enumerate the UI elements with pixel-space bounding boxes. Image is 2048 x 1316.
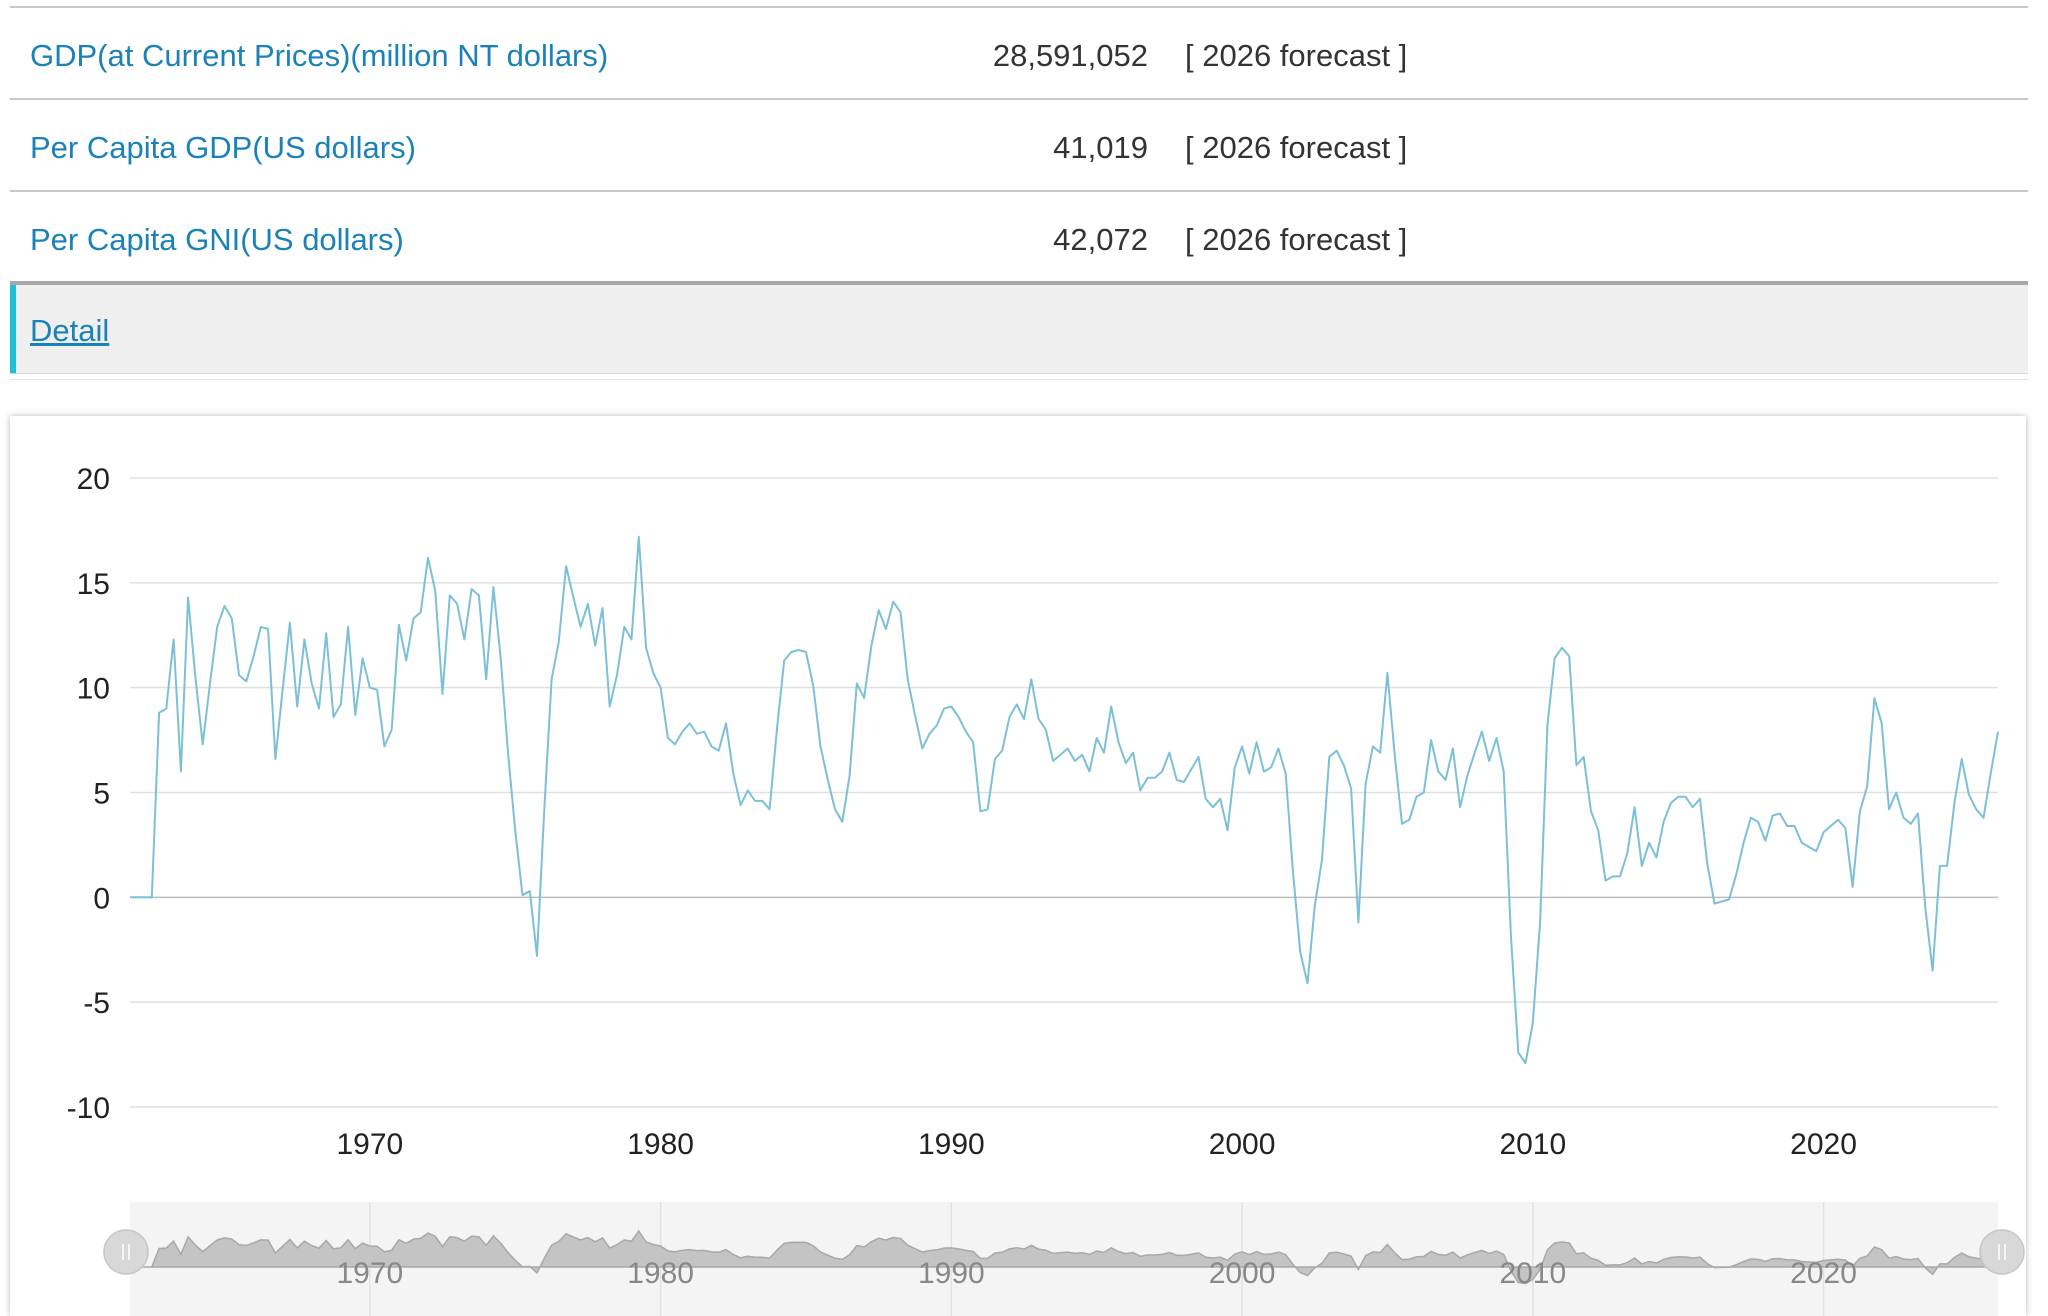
per-capita-gni-note: [ 2026 forecast ]: [1185, 222, 1408, 257]
y-tick-label: 0: [93, 882, 110, 915]
y-tick-label: 20: [77, 463, 110, 496]
navigator-left-handle[interactable]: [103, 1229, 149, 1275]
divider: [10, 379, 2028, 380]
detail-link[interactable]: Detail: [30, 313, 110, 348]
navigator-tick-label: 1990: [918, 1257, 985, 1290]
chart-card: -10 -5 0 5 10 15 20 1970 1980 1990 2000 2010 2020 197…: [10, 416, 2026, 1316]
per-capita-gni-value: 42,072: [1053, 222, 1148, 257]
navigator-tick-label: 1980: [627, 1257, 694, 1290]
gdp-value: 28,591,052: [992, 38, 1148, 73]
navigator-tick-label: 2010: [1499, 1257, 1566, 1290]
series-line[interactable]: [130, 535, 1999, 1064]
x-tick-label: 1990: [918, 1128, 985, 1161]
navigator-area: [130, 1229, 1999, 1285]
detail-bar: Detail: [10, 281, 2028, 374]
navigator-tick-label: 2000: [1209, 1257, 1276, 1290]
navigator-tick-label: 1970: [336, 1257, 403, 1290]
stats-table: GDP(at Current Prices)(million NT dollar…: [10, 6, 2028, 284]
per-capita-gni-link[interactable]: Per Capita GNI(US dollars): [30, 222, 404, 257]
per-capita-gdp-link[interactable]: Per Capita GDP(US dollars): [30, 130, 416, 165]
navigator-tick-label: 2020: [1790, 1257, 1857, 1290]
y-tick-label: 15: [77, 568, 110, 601]
detail-accent-bar: [10, 285, 16, 373]
y-tick-label: 10: [77, 673, 110, 706]
x-tick-label: 2010: [1499, 1128, 1566, 1161]
x-tick-label: 2000: [1209, 1128, 1276, 1161]
per-capita-gdp-note: [ 2026 forecast ]: [1185, 130, 1408, 165]
stat-row-per-capita-gni: Per Capita GNI(US dollars) 42,072 [ 2026…: [10, 192, 2028, 284]
y-tick-label: -10: [67, 1092, 110, 1125]
y-tick-label: 5: [93, 778, 110, 811]
stat-row-per-capita-gdp: Per Capita GDP(US dollars) 41,019 [ 2026…: [10, 100, 2028, 192]
gdp-note: [ 2026 forecast ]: [1185, 38, 1408, 73]
gdp-link[interactable]: GDP(at Current Prices)(million NT dollar…: [30, 38, 609, 73]
line-chart: -10 -5 0 5 10 15 20 1970 1980 1990 2000 2010 2020 197…: [67, 463, 2025, 1316]
y-tick-label: -5: [83, 987, 110, 1020]
x-tick-label: 2020: [1790, 1128, 1857, 1161]
stat-row-gdp: GDP(at Current Prices)(million NT dollar…: [10, 8, 2028, 100]
navigator-right-handle[interactable]: [1979, 1229, 2025, 1275]
x-tick-label: 1980: [627, 1128, 694, 1161]
per-capita-gdp-value: 41,019: [1053, 130, 1148, 165]
x-tick-label: 1970: [336, 1128, 403, 1161]
